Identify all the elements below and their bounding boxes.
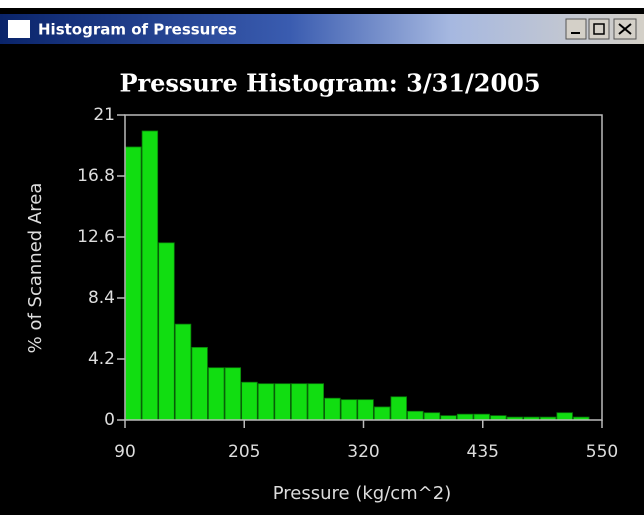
- bar: [390, 396, 407, 421]
- bar: [141, 130, 159, 421]
- y-tick-label: 12.6: [77, 227, 115, 247]
- x-tick-label: 320: [347, 442, 379, 462]
- window-buttons: [565, 18, 637, 40]
- minimize-button[interactable]: [565, 18, 587, 40]
- bar: [324, 397, 341, 421]
- window-title: Histogram of Pressures: [38, 21, 237, 39]
- bar: [307, 383, 324, 421]
- bar: [241, 381, 258, 421]
- title-bar: [0, 14, 644, 44]
- chart-title: Pressure Histogram: 3/31/2005: [119, 69, 540, 98]
- y-axis-label: % of Scanned Area: [25, 183, 46, 354]
- bar: [158, 242, 175, 421]
- bar: [208, 367, 225, 421]
- bar: [556, 412, 573, 421]
- y-tick-label: 4.2: [88, 349, 115, 369]
- x-tick-label: 550: [586, 442, 618, 462]
- bar: [473, 413, 490, 421]
- y-tick-label: 16.8: [77, 166, 115, 186]
- bar: [174, 323, 192, 421]
- bar: [224, 367, 242, 421]
- maximize-button[interactable]: [588, 18, 610, 40]
- bar: [257, 383, 275, 421]
- close-glyph: [618, 23, 632, 35]
- bar: [191, 346, 208, 421]
- bar: [357, 399, 374, 421]
- bar: [373, 406, 391, 421]
- bar: [423, 412, 441, 421]
- x-tick-label: 435: [467, 442, 499, 462]
- bar: [456, 413, 474, 421]
- window-icon: [8, 20, 30, 38]
- bar: [407, 410, 424, 421]
- bar: [291, 383, 308, 421]
- x-tick-label: 205: [228, 442, 260, 462]
- bar: [340, 399, 358, 421]
- bar: [274, 383, 291, 421]
- top-edge: [0, 0, 644, 8]
- y-tick-label: 8.4: [88, 288, 115, 308]
- x-tick-label: 90: [114, 442, 136, 462]
- maximize-glyph: [593, 23, 605, 35]
- y-tick-label: 21: [93, 105, 115, 125]
- y-tick-label: 0: [104, 410, 115, 430]
- x-axis-label: Pressure (kg/cm^2): [273, 483, 452, 504]
- bar: [125, 146, 142, 421]
